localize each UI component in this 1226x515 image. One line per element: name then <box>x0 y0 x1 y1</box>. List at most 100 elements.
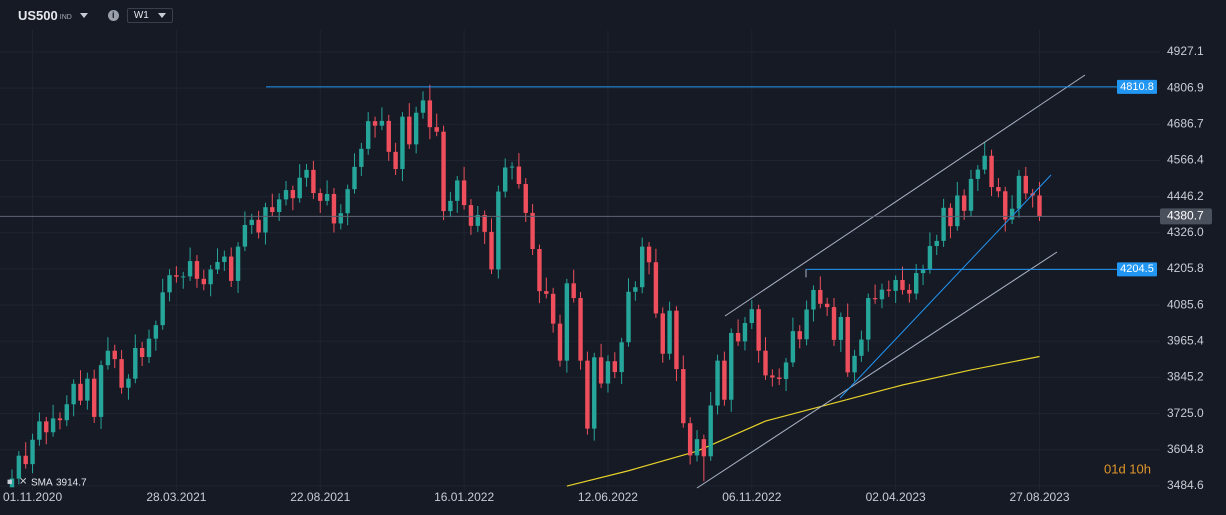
price-label-box <box>1160 208 1212 225</box>
candle-body <box>407 116 412 145</box>
candle-body <box>434 127 439 132</box>
y-tick-label: 4446.2 <box>1167 189 1204 203</box>
y-tick-label: 4806.9 <box>1167 80 1204 94</box>
candle-body <box>133 347 138 379</box>
candle-body <box>359 148 364 167</box>
channel-upper <box>724 74 1086 317</box>
candle-body <box>961 195 967 211</box>
candle-body <box>742 323 748 342</box>
info-icon[interactable]: i <box>107 10 119 21</box>
candle-body <box>318 193 323 201</box>
candle-body <box>633 287 638 292</box>
candle-body <box>619 342 624 373</box>
candle-body <box>516 166 522 185</box>
candle-body <box>235 246 241 281</box>
candle-body <box>900 280 905 290</box>
candle-body <box>763 350 768 376</box>
candle-body <box>37 421 42 440</box>
candle-body <box>242 224 248 247</box>
candle-body <box>448 200 453 212</box>
candle-body <box>98 365 104 417</box>
candle-body <box>112 350 117 360</box>
y-tick-label: 4326.0 <box>1167 225 1204 239</box>
symbol[interactable]: US500 <box>18 8 58 23</box>
candle-body <box>455 180 460 201</box>
x-tick-label: 27.08.2023 <box>1009 490 1069 504</box>
level-label-box <box>1117 79 1157 94</box>
y-tick-label: 4686.7 <box>1167 116 1204 130</box>
candle-body <box>263 207 268 233</box>
candle-body <box>1023 175 1028 194</box>
candle-body <box>701 439 707 457</box>
symbol-dropdown[interactable] <box>79 13 88 18</box>
candle-body <box>1037 195 1042 217</box>
candle-body <box>496 191 501 270</box>
candle-body <box>866 298 871 340</box>
candle-body <box>550 293 556 324</box>
candle-body <box>571 283 576 299</box>
y-tick-label: 3604.8 <box>1167 442 1204 456</box>
candle-body <box>64 404 69 421</box>
candle-body <box>592 357 597 429</box>
candle-body <box>859 339 864 356</box>
candle-body <box>838 317 844 340</box>
x-tick-label: 22.08.2021 <box>290 490 350 504</box>
candle-body <box>119 359 124 388</box>
candle-body <box>297 177 302 199</box>
candle-body <box>948 207 953 227</box>
candle-body <box>585 360 590 429</box>
y-tick-label: 4566.4 <box>1167 153 1204 167</box>
sma-legend-close: ✕ <box>19 477 27 488</box>
timeframe[interactable]: W1 <box>126 8 173 23</box>
candle-body <box>578 298 583 361</box>
candle-body <box>667 310 672 354</box>
candle-body <box>85 378 90 401</box>
candle-body <box>914 273 919 294</box>
candle-body <box>544 291 549 294</box>
level-label-box <box>1117 262 1157 277</box>
candle-body <box>400 116 405 169</box>
candle-body <box>783 362 789 379</box>
candle-body <box>475 215 480 226</box>
candle-body <box>311 169 316 194</box>
drawings <box>696 74 1086 489</box>
candle-body <box>735 332 741 342</box>
candle-body <box>955 195 960 227</box>
candle-body <box>996 187 1001 192</box>
candle-body <box>797 331 802 340</box>
candle-body <box>468 205 474 226</box>
y-tick-label: 3845.2 <box>1167 370 1204 384</box>
candle-body <box>139 347 145 358</box>
candle-body <box>153 325 159 339</box>
sma-line <box>566 355 1040 487</box>
candle-body <box>872 298 878 300</box>
candle-body <box>907 289 912 294</box>
candle-body <box>941 207 946 241</box>
candle-body <box>968 178 974 211</box>
candle-body <box>770 375 775 378</box>
timeframe-dropdown[interactable] <box>157 13 166 18</box>
candle-body <box>324 193 330 201</box>
candle-body <box>461 180 467 206</box>
candle-body <box>489 231 494 270</box>
market: IND <box>59 14 72 21</box>
candle-body <box>427 100 433 128</box>
candle-body <box>78 383 83 401</box>
candle-body <box>249 219 254 225</box>
y-tick-label: 3965.4 <box>1167 333 1204 347</box>
candle-body <box>50 418 56 433</box>
candle-body <box>818 289 823 304</box>
candle-body <box>729 332 734 400</box>
y-tick-label: 4085.6 <box>1167 297 1204 311</box>
candle-body <box>372 121 378 126</box>
candle-body <box>1009 208 1015 220</box>
candle-body <box>598 357 604 384</box>
candle-body <box>694 439 700 456</box>
candle-body <box>229 256 234 281</box>
sma-legend-value: 3914.7 <box>56 478 87 489</box>
candle-body <box>777 377 782 379</box>
candle-body <box>222 256 227 262</box>
candle-body <box>57 418 63 421</box>
candle-body <box>975 169 981 179</box>
